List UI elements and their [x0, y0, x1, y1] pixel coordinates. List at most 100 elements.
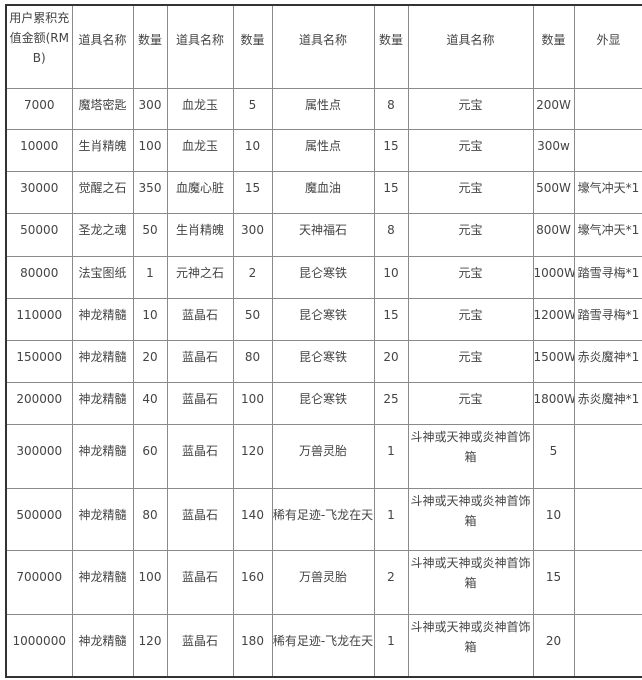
cell-item3-name: 昆仑寒铁	[271, 339, 375, 383]
cell-item1-name: 觉醒之石	[71, 170, 134, 214]
cell-item4-qty: 1800W	[532, 381, 575, 425]
cell-item3-qty: 1	[373, 487, 409, 551]
cell-item3-name: 昆仑寒铁	[271, 255, 375, 299]
cell-recharge-amount: 80000	[5, 255, 73, 299]
cell-item4-name: 元宝	[407, 339, 534, 383]
cell-item3-qty: 1	[373, 613, 409, 678]
cell-item1-qty: 120	[132, 613, 168, 678]
cell-item4-name: 元宝	[407, 255, 534, 299]
cell-appearance	[573, 487, 642, 551]
cell-item2-name: 元神之石	[166, 255, 234, 299]
table-row: 300000 神龙精髓 60 蓝晶石 120 万兽灵胎 1 斗神或天神或炎神首饰箱 5	[5, 423, 642, 489]
cell-item2-name: 蓝晶石	[166, 423, 234, 489]
cell-item1-name: 神龙精髓	[71, 423, 134, 489]
cell-item3-qty: 2	[373, 549, 409, 615]
cell-item3-name: 昆仑寒铁	[271, 381, 375, 425]
cell-item3-qty: 15	[373, 170, 409, 214]
cell-item4-name: 元宝	[407, 381, 534, 425]
cell-item4-qty: 1500W	[532, 339, 575, 383]
cell-item4-name: 斗神或天神或炎神首饰箱	[407, 423, 534, 489]
cell-item2-name: 血龙玉	[166, 128, 234, 172]
cell-item2-qty: 140	[232, 487, 273, 551]
cell-recharge-amount: 7000	[5, 87, 73, 130]
cell-item1-qty: 1	[132, 255, 168, 299]
cell-item3-qty: 20	[373, 339, 409, 383]
cell-recharge-amount: 300000	[5, 423, 73, 489]
cell-recharge-amount: 200000	[5, 381, 73, 425]
cell-appearance: 踏雪寻梅*1	[573, 297, 642, 341]
cell-item3-name: 属性点	[271, 87, 375, 130]
cell-item4-qty: 15	[532, 549, 575, 615]
cell-appearance: 壕气冲天*1	[573, 212, 642, 257]
cell-item1-qty: 100	[132, 128, 168, 172]
cell-appearance: 赤炎魔神*1	[573, 381, 642, 425]
cell-item2-name: 蓝晶石	[166, 381, 234, 425]
cell-item3-qty: 8	[373, 87, 409, 130]
table-row: 1000000 神龙精髓 120 蓝晶石 180 稀有足迹-飞龙在天 1 斗神或天神或炎神首饰…	[5, 613, 642, 678]
cell-item4-qty: 20	[532, 613, 575, 678]
cell-item1-name: 法宝图纸	[71, 255, 134, 299]
cell-item4-name: 元宝	[407, 87, 534, 130]
cell-item4-qty: 800W	[532, 212, 575, 257]
cell-item3-qty: 8	[373, 212, 409, 257]
cell-item4-qty: 200W	[532, 87, 575, 130]
header-item4-qty: 数量	[532, 4, 575, 89]
cell-item4-name: 元宝	[407, 128, 534, 172]
cell-item3-name: 稀有足迹-飞龙在天	[271, 487, 375, 551]
cell-item4-qty: 5	[532, 423, 575, 489]
cell-item4-qty: 10	[532, 487, 575, 551]
table-row: 10000 生肖精魄 100 血龙玉 10 属性点 15 元宝 300w	[5, 128, 642, 172]
cell-item1-qty: 80	[132, 487, 168, 551]
cell-appearance	[573, 87, 642, 130]
cell-item1-qty: 350	[132, 170, 168, 214]
cell-item1-name: 圣龙之魂	[71, 212, 134, 257]
cell-item2-qty: 120	[232, 423, 273, 489]
cell-item4-name: 元宝	[407, 297, 534, 341]
cell-recharge-amount: 700000	[5, 549, 73, 615]
header-appearance: 外显	[573, 4, 642, 89]
table-row: 500000 神龙精髓 80 蓝晶石 140 稀有足迹-飞龙在天 1 斗神或天神或炎神首饰箱 1…	[5, 487, 642, 551]
cell-item2-qty: 2	[232, 255, 273, 299]
cell-item2-name: 蓝晶石	[166, 613, 234, 678]
cell-item1-qty: 40	[132, 381, 168, 425]
table-row: 7000 魔塔密匙 300 血龙玉 5 属性点 8 元宝 200W	[5, 87, 642, 130]
cell-item2-qty: 10	[232, 128, 273, 172]
cell-item2-name: 蓝晶石	[166, 487, 234, 551]
table-header-row: 用户累积充值金额(RMB) 道具名称 数量 道具名称 数量 道具名称 数量 道具名称 数量 外显	[5, 4, 642, 89]
header-item1-qty: 数量	[132, 4, 168, 89]
header-item3-qty: 数量	[373, 4, 409, 89]
cell-item3-qty: 10	[373, 255, 409, 299]
cell-item4-name: 斗神或天神或炎神首饰箱	[407, 487, 534, 551]
cell-item3-name: 天神福石	[271, 212, 375, 257]
cell-item1-name: 神龙精髓	[71, 549, 134, 615]
cell-appearance	[573, 613, 642, 678]
cell-appearance	[573, 549, 642, 615]
cell-recharge-amount: 10000	[5, 128, 73, 172]
cell-item3-qty: 15	[373, 297, 409, 341]
cell-item1-qty: 60	[132, 423, 168, 489]
cell-item2-name: 生肖精魄	[166, 212, 234, 257]
cell-item3-name: 稀有足迹-飞龙在天	[271, 613, 375, 678]
cell-item4-qty: 300w	[532, 128, 575, 172]
cell-item3-name: 万兽灵胎	[271, 549, 375, 615]
cell-item1-qty: 50	[132, 212, 168, 257]
cell-item3-qty: 15	[373, 128, 409, 172]
cell-item1-name: 神龙精髓	[71, 339, 134, 383]
cell-appearance	[573, 128, 642, 172]
cell-item3-qty: 25	[373, 381, 409, 425]
cell-appearance	[573, 423, 642, 489]
cell-recharge-amount: 1000000	[5, 613, 73, 678]
cell-item2-name: 蓝晶石	[166, 339, 234, 383]
cell-item2-qty: 180	[232, 613, 273, 678]
cell-item1-name: 神龙精髓	[71, 297, 134, 341]
cell-item1-qty: 20	[132, 339, 168, 383]
header-item2-name: 道具名称	[166, 4, 234, 89]
cell-item2-qty: 50	[232, 297, 273, 341]
cell-item2-name: 蓝晶石	[166, 549, 234, 615]
table-row: 50000 圣龙之魂 50 生肖精魄 300 天神福石 8 元宝 800W 壕气冲天*1	[5, 212, 642, 257]
cell-item1-name: 神龙精髓	[71, 381, 134, 425]
cell-item4-qty: 1200W	[532, 297, 575, 341]
cell-item1-qty: 100	[132, 549, 168, 615]
cell-item3-qty: 1	[373, 423, 409, 489]
cell-item4-qty: 1000W	[532, 255, 575, 299]
